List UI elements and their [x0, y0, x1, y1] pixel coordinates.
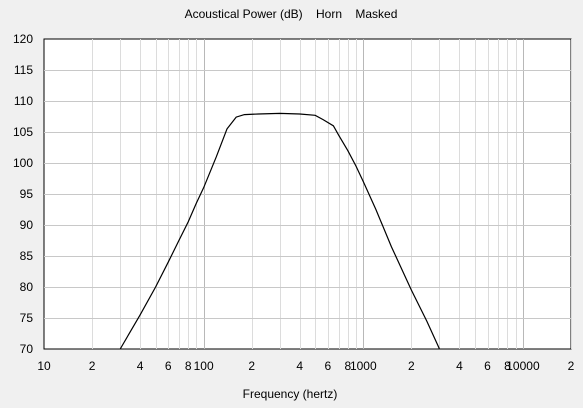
x-tick-label: 6	[165, 359, 172, 373]
y-tick-label: 90	[20, 218, 34, 232]
x-tick-label: 10000	[506, 359, 540, 373]
y-axis-ticks: 70 75 80 85 90 95 100 105 110 115 120	[13, 32, 33, 356]
x-tick-label: 100	[194, 359, 214, 373]
y-tick-label: 75	[20, 311, 34, 325]
grid	[44, 39, 572, 349]
x-tick-label: 4	[456, 359, 463, 373]
y-tick-label: 100	[13, 156, 33, 170]
x-tick-label: 2	[89, 359, 96, 373]
x-tick-label: 8	[344, 359, 351, 373]
x-tick-label: 2	[408, 359, 415, 373]
x-tick-label: 8	[504, 359, 511, 373]
y-tick-label: 115	[14, 63, 33, 77]
y-tick-label: 120	[13, 32, 33, 46]
y-tick-label: 95	[20, 187, 34, 201]
x-tick-label: 1000	[350, 359, 377, 373]
x-tick-label: 4	[296, 359, 303, 373]
y-tick-label: 70	[20, 342, 34, 356]
y-tick-label: 80	[20, 280, 34, 294]
x-tick-label: 2	[248, 359, 255, 373]
chart-title: Acoustical Power (dB) Horn Masked	[185, 7, 398, 21]
y-tick-label: 85	[20, 249, 34, 263]
x-tick-label: 4	[137, 359, 144, 373]
y-tick-label: 110	[14, 94, 33, 108]
x-tick-label: 8	[185, 359, 192, 373]
x-tick-label: 6	[484, 359, 491, 373]
x-axis-label: Frequency (hertz)	[243, 387, 338, 401]
series-line	[119, 112, 441, 350]
x-tick-label: 10	[37, 359, 51, 373]
x-tick-label: 2	[568, 359, 575, 373]
x-tick-label: 6	[325, 359, 332, 373]
y-tick-label: 105	[13, 125, 33, 139]
